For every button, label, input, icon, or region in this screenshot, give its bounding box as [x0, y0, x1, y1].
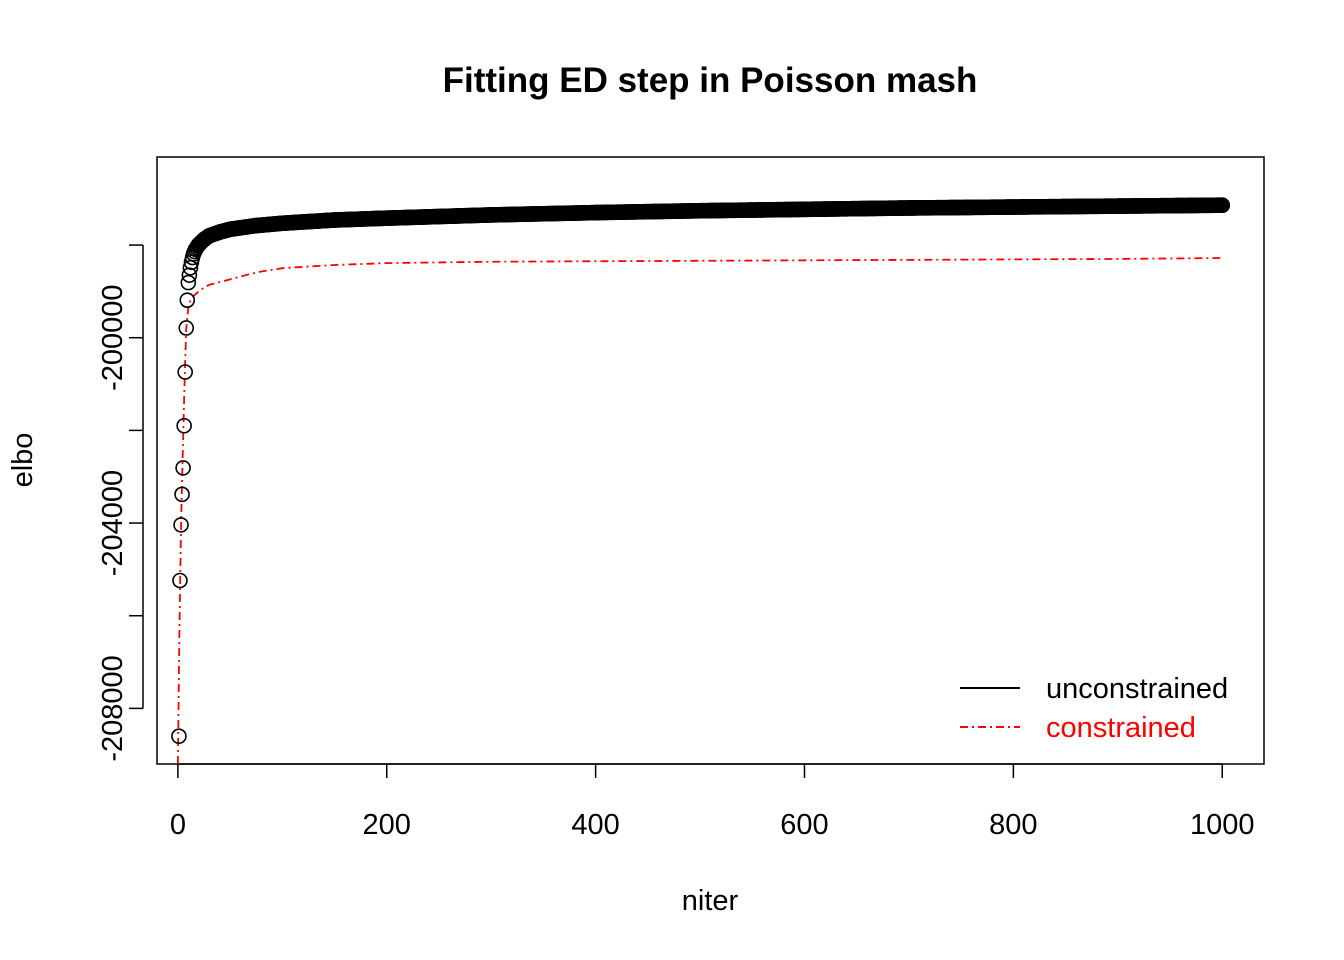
series-unconstrained-point — [174, 486, 190, 503]
x-tick-label: 800 — [989, 809, 1037, 841]
series-constrained-line — [176, 257, 1223, 765]
series-unconstrained-point — [171, 728, 187, 744]
x-tick-label: 600 — [780, 809, 828, 841]
series-unconstrained-point — [177, 364, 193, 380]
y-tick-label: -204000 — [97, 470, 129, 576]
y-tick-label: -208000 — [97, 655, 129, 761]
series-unconstrained-point — [178, 320, 195, 336]
x-tick-label: 400 — [571, 809, 619, 841]
legend: unconstrained constrained — [960, 673, 1228, 744]
legend-label-unconstrained: unconstrained — [1046, 673, 1228, 705]
x-tick-label: 200 — [363, 809, 411, 841]
x-axis-label: niter — [682, 885, 739, 917]
series-unconstrained-point — [179, 292, 196, 308]
series-layer — [171, 197, 1231, 765]
chart-title: Fitting ED step in Poisson mash — [443, 61, 978, 100]
x-tick-label: 1000 — [1190, 809, 1255, 841]
y-axis: -208000 -204000 -200000 — [97, 244, 144, 762]
series-unconstrained-point — [175, 460, 191, 476]
legend-label-constrained: constrained — [1046, 712, 1196, 744]
series-unconstrained-point — [1214, 197, 1231, 213]
series-unconstrained-point — [180, 274, 197, 291]
series-unconstrained-point — [172, 572, 188, 589]
y-axis-label: elbo — [7, 433, 39, 488]
series-unconstrained-point — [176, 417, 192, 434]
x-axis: 0 200 400 600 800 1000 — [170, 763, 1255, 841]
series-unconstrained-point — [173, 517, 189, 533]
y-tick-label: -200000 — [97, 284, 129, 390]
x-tick-label: 0 — [170, 809, 186, 841]
